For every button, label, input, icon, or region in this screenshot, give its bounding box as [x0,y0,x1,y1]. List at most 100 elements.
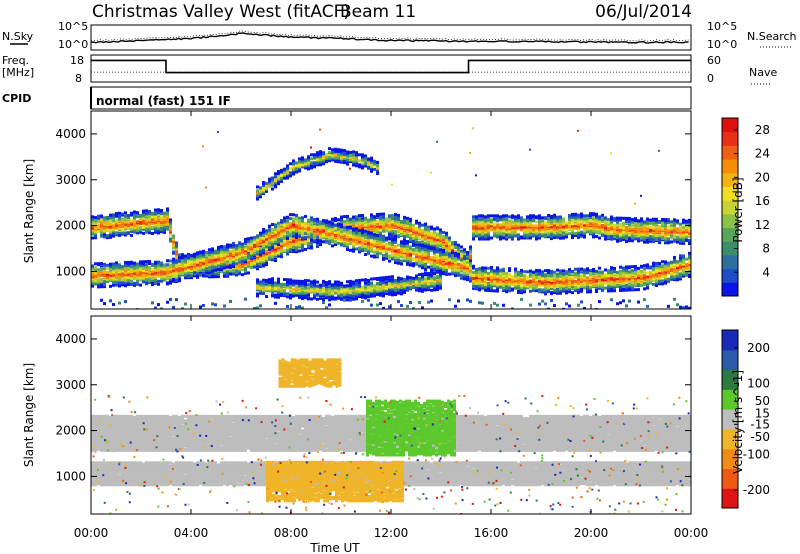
power-cell [325,306,328,309]
power-cell [352,150,355,154]
power-cell [298,281,301,285]
power-cell [370,245,373,249]
power-cell [211,264,214,268]
power-cell [274,230,277,234]
power-cell [97,214,100,218]
power-cell [91,267,94,271]
power-cell [382,241,385,245]
power-cell [124,214,127,218]
power-cell [364,252,367,256]
power-cell [115,231,118,235]
power-cell [307,167,310,171]
power-cell [280,233,283,237]
power-cell [400,240,403,244]
power-cell [304,233,307,237]
power-cell [364,296,367,300]
power-cell [274,240,277,244]
power-cell [127,279,130,283]
power-cell [298,230,301,234]
power-cell [136,276,139,280]
power-cell [364,285,367,289]
power-cell [445,255,448,259]
power-cell [301,223,304,227]
power-cell [202,249,205,253]
power-cell [301,306,304,309]
power-cell [256,259,259,263]
power-cell [343,157,346,161]
power-cell [304,222,307,226]
power-cell [340,156,343,160]
power-cell [262,246,265,250]
power-cell [157,262,160,266]
power-cell [433,232,436,236]
power-cell [427,233,430,237]
power-cell [361,218,364,222]
power-cell [253,253,256,257]
power-cell [307,234,310,238]
power-cell [322,240,325,244]
power-cell [232,262,235,266]
power-cell [187,261,190,265]
power-cell [289,229,292,233]
power-cell [289,162,292,166]
power-cell [118,284,121,288]
power-cell [382,234,385,238]
power-cell [145,209,148,213]
power-cell [340,289,343,293]
power-cell [253,239,256,243]
power-cell [112,213,115,217]
power-cell [283,238,286,242]
power-cell [277,286,280,290]
power-cell [421,265,424,269]
power-cell [376,228,379,232]
power-cell [154,263,157,267]
power-cell [229,264,232,268]
nsearch-label: N.Search [747,30,797,43]
power-cell [271,238,274,242]
power-cell [256,306,259,309]
power-cell [244,237,247,241]
power-cell [268,228,271,232]
power-cell [385,238,388,242]
power-cell [397,234,400,238]
power-cell [196,257,199,261]
power-cell [268,283,271,287]
power-cell [196,265,199,269]
power-cell [265,251,268,255]
power-cell [382,228,385,232]
power-cell [265,261,268,265]
power-cell [145,212,148,216]
power-cell [313,239,316,243]
power-cell [118,276,121,280]
power-cell [169,259,172,263]
power-cell [253,235,256,239]
power-cell [307,241,310,245]
power-cell [319,243,322,247]
power-cell [367,161,370,165]
power-cell [283,232,286,236]
power-cell [328,280,331,284]
power-cell [403,217,406,221]
power-cell [271,228,274,232]
power-cell [388,237,391,241]
power-cell [118,214,121,218]
power-cell [346,247,349,251]
power-cell [160,272,163,276]
power-cell [460,273,463,277]
power-cell [340,227,343,231]
power-cell [424,259,427,263]
power-cell [385,278,388,282]
power-cell [454,251,457,255]
power-cell [304,166,307,170]
power-cell [382,236,385,240]
power-cell [430,259,433,263]
power-cell [124,261,127,265]
power-cell [277,224,280,228]
power-cell [244,297,247,301]
power-cell [334,291,337,295]
power-cell [268,240,271,244]
power-cell [211,269,214,273]
power-cell [229,243,232,247]
power-cell [358,165,361,169]
power-cell [304,240,307,244]
